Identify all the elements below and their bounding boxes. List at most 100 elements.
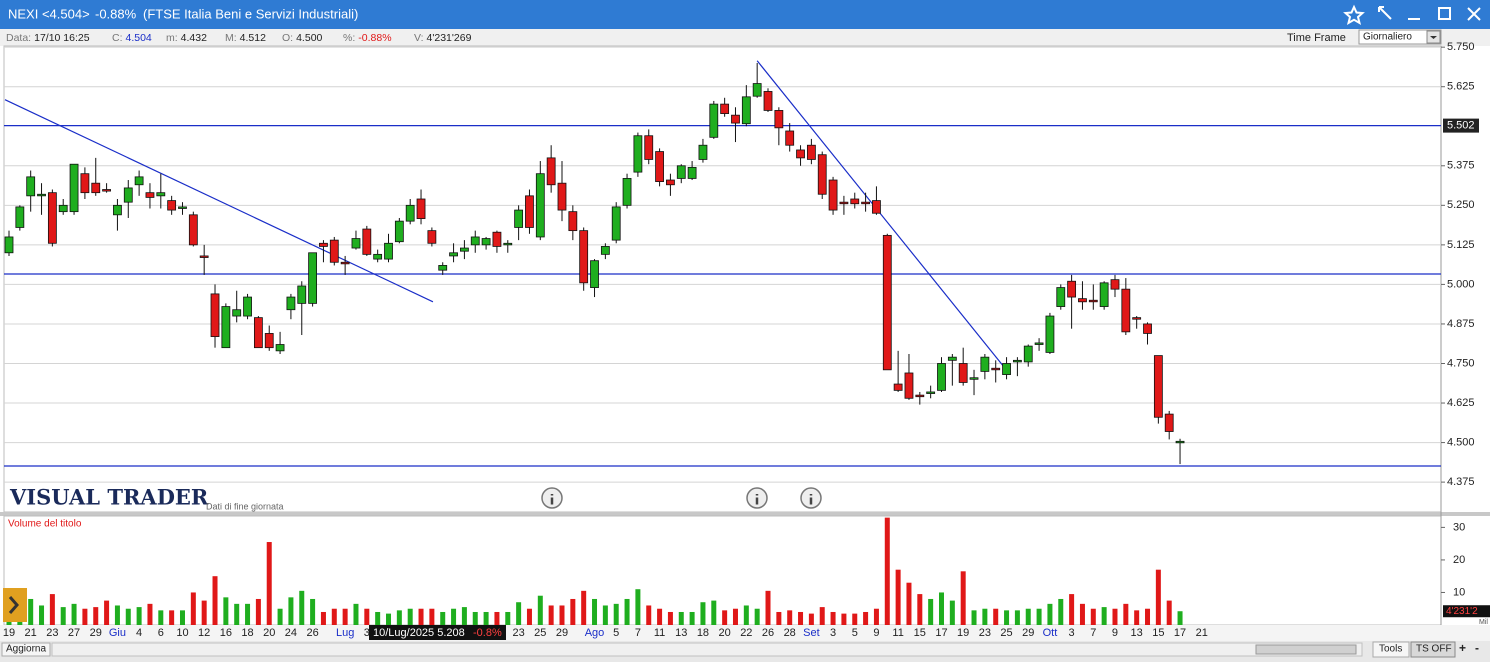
candle-body bbox=[525, 195, 534, 228]
tooltip-text: 10/Lug/2025 5.208 bbox=[373, 627, 465, 639]
candle-body bbox=[731, 114, 740, 124]
candle-body bbox=[319, 242, 328, 247]
info-value: 4.432 bbox=[181, 32, 207, 44]
candle-body bbox=[427, 230, 437, 244]
zoom-out[interactable]: - bbox=[1475, 641, 1479, 655]
tools-label[interactable]: Tools bbox=[1379, 644, 1402, 655]
volume-bar bbox=[917, 594, 923, 625]
volume-bar bbox=[71, 603, 77, 625]
ts-label[interactable]: TS OFF bbox=[1416, 644, 1452, 655]
volume-bar bbox=[993, 608, 999, 625]
info-label: M: bbox=[225, 32, 237, 44]
volume-bar bbox=[581, 590, 587, 625]
y-tick-label: 5.000 bbox=[1447, 278, 1475, 290]
draw-icon[interactable] bbox=[1378, 6, 1392, 20]
candle-body bbox=[568, 211, 578, 232]
candle-body bbox=[297, 285, 307, 304]
volume-bar bbox=[125, 608, 131, 625]
candle-body bbox=[449, 252, 458, 257]
volume-bar bbox=[1134, 610, 1140, 625]
volume-bar bbox=[798, 611, 804, 625]
candle-body bbox=[763, 91, 773, 111]
time-frame-select[interactable] bbox=[1358, 29, 1442, 45]
candle-body bbox=[340, 261, 350, 265]
x-tick-label: 5 bbox=[852, 627, 858, 639]
ts-button[interactable] bbox=[1410, 641, 1456, 658]
volume-bar bbox=[212, 576, 218, 625]
candle-body bbox=[286, 296, 296, 311]
y-tick-label: 20 bbox=[1453, 554, 1465, 566]
candle-body bbox=[178, 206, 187, 209]
scroll-thumb[interactable] bbox=[1255, 644, 1357, 655]
volume-bar bbox=[299, 590, 305, 625]
index-name: (FTSE Italia Beni e Servizi Industriali) bbox=[143, 6, 358, 21]
candle-body bbox=[828, 179, 838, 211]
volume-bar bbox=[613, 603, 619, 625]
info-bar bbox=[0, 29, 1490, 46]
x-tick-label: 23 bbox=[46, 627, 58, 639]
volume-bar bbox=[689, 611, 695, 625]
x-tick-label: 20 bbox=[719, 627, 731, 639]
candle-body bbox=[1078, 298, 1087, 303]
candle-body bbox=[373, 253, 383, 260]
candle-body bbox=[503, 242, 513, 246]
volume-bar bbox=[136, 607, 142, 625]
title-bar bbox=[0, 0, 1490, 29]
close-icon[interactable] bbox=[1467, 7, 1481, 21]
candle-body bbox=[644, 135, 654, 160]
tools-button[interactable] bbox=[1372, 641, 1410, 658]
candle-body bbox=[687, 166, 697, 179]
panel-title: Volume del titolo bbox=[8, 519, 82, 530]
volume-bar bbox=[461, 607, 467, 625]
price-badge-label: 5.502 bbox=[1447, 120, 1475, 132]
candle-body bbox=[926, 391, 936, 394]
maximize-icon[interactable] bbox=[1438, 7, 1451, 20]
volume-bar bbox=[179, 610, 185, 625]
x-tick-label: 17 bbox=[1174, 627, 1186, 639]
info-value: 4.504 bbox=[126, 32, 152, 44]
volume-bar bbox=[1058, 598, 1064, 625]
candle-body bbox=[806, 144, 816, 160]
favorite-icon[interactable] bbox=[1343, 4, 1365, 26]
volume-bar bbox=[928, 598, 934, 625]
news-icons[interactable] bbox=[541, 487, 822, 509]
candle-body bbox=[47, 192, 57, 244]
volume-bar bbox=[266, 542, 272, 625]
candle-body bbox=[1034, 342, 1044, 345]
refresh-label[interactable]: Aggiorna bbox=[6, 644, 46, 655]
volume-bar bbox=[678, 611, 684, 625]
info-value: 4.500 bbox=[296, 32, 322, 44]
candle-body bbox=[167, 200, 177, 211]
select-arrow-icon bbox=[1430, 36, 1437, 39]
info-label: %: bbox=[343, 32, 355, 44]
volume-bar bbox=[494, 611, 500, 625]
candle-body bbox=[655, 151, 664, 183]
zoom-in[interactable]: + bbox=[1459, 641, 1466, 655]
candle-body bbox=[1045, 315, 1055, 353]
candle-body bbox=[817, 154, 827, 195]
scrollbar[interactable] bbox=[51, 642, 1363, 657]
x-tick-label: Ago bbox=[585, 627, 605, 639]
candle-body bbox=[947, 356, 957, 361]
candle-body bbox=[850, 198, 860, 205]
candle-body bbox=[460, 247, 469, 252]
volume-bar bbox=[223, 597, 229, 625]
volume-bar bbox=[483, 611, 489, 625]
candle-body bbox=[308, 252, 318, 304]
x-tick-label: 9 bbox=[873, 627, 879, 639]
candle-body bbox=[622, 178, 632, 206]
candle-body bbox=[535, 173, 545, 238]
time-frame-value[interactable]: Giornaliero bbox=[1363, 32, 1412, 43]
x-tick-label: 3 bbox=[830, 627, 836, 639]
window-controls[interactable] bbox=[1343, 4, 1481, 26]
x-tick-label: Lug bbox=[336, 627, 354, 639]
refresh-button[interactable] bbox=[1, 642, 51, 657]
candle-body bbox=[4, 236, 14, 254]
candle-body bbox=[980, 356, 990, 372]
x-tick-label: 17 bbox=[935, 627, 947, 639]
brand-subtitle: Dati di fine giornata bbox=[206, 501, 284, 511]
candle-body bbox=[666, 179, 675, 186]
side-tab[interactable] bbox=[3, 588, 27, 622]
x-tick-label: 21 bbox=[25, 627, 37, 639]
x-tick-label: 18 bbox=[697, 627, 709, 639]
